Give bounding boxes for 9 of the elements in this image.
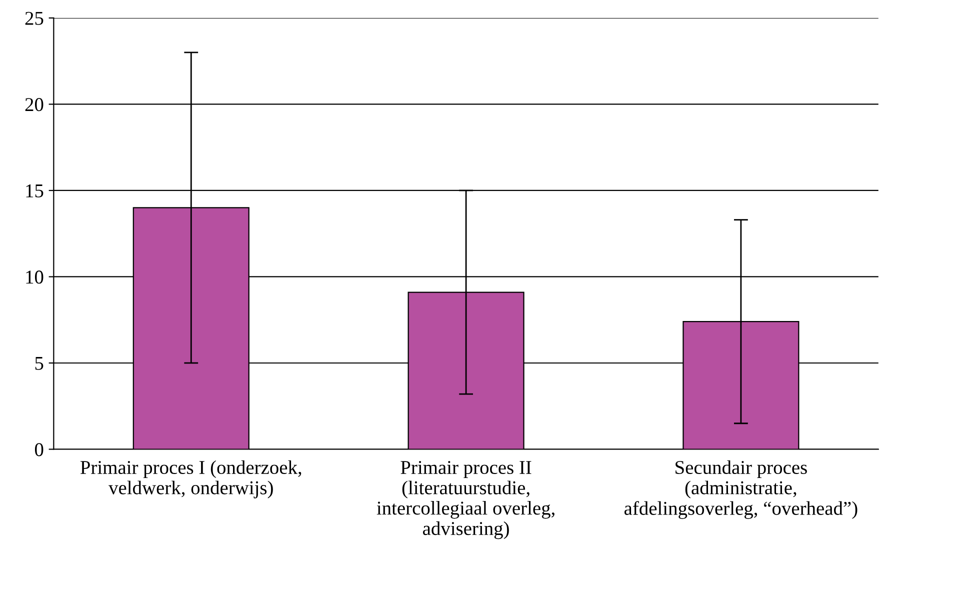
y-tick-label: 0 (34, 443, 44, 456)
x-tick-label: Secundair proces (administratie, afdelingsoverleg, “overhead”) (624, 460, 858, 519)
y-tick-label: 25 (25, 12, 44, 25)
y-tick-label: 20 (25, 98, 44, 112)
y-tick-label: 5 (35, 357, 44, 370)
y-tick-label: 10 (26, 270, 44, 284)
x-tick-label: Primair proces I (onderzoek, veldwerk, onderwijs) (80, 460, 302, 498)
x-tick-label: Primair proces II (literatuurstudie, intercollegiaal overleg, advisering) (376, 460, 554, 540)
y-tick-label: 15 (26, 184, 44, 198)
